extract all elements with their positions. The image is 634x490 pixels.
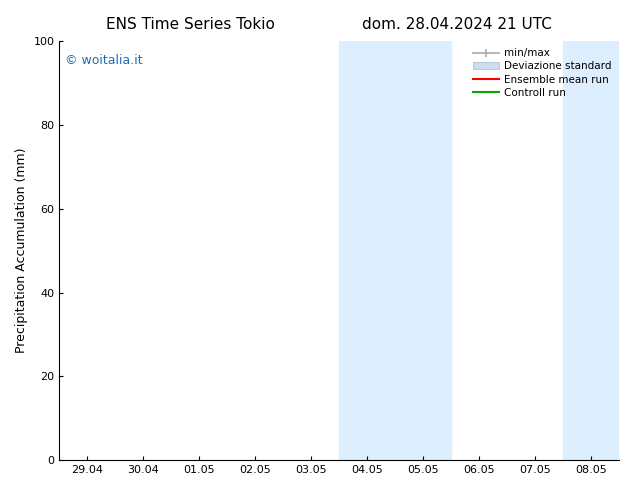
Text: ENS Time Series Tokio: ENS Time Series Tokio (106, 17, 275, 32)
Y-axis label: Precipitation Accumulation (mm): Precipitation Accumulation (mm) (15, 148, 28, 353)
Bar (339, 41, 451, 460)
Text: © woitalia.it: © woitalia.it (65, 53, 143, 67)
Bar (563, 41, 619, 460)
Legend: min/max, Deviazione standard, Ensemble mean run, Controll run: min/max, Deviazione standard, Ensemble m… (469, 44, 616, 102)
Text: dom. 28.04.2024 21 UTC: dom. 28.04.2024 21 UTC (361, 17, 552, 32)
